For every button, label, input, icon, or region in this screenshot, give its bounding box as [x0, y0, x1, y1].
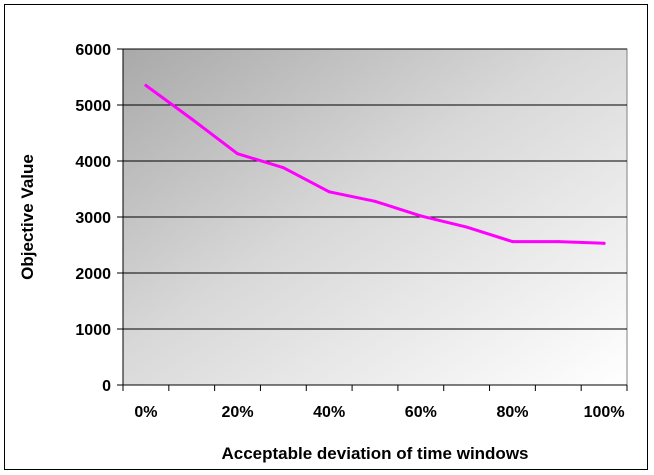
- chart-frame: 0 1000 2000 3000 4000 5000 6000 0% 20% 40% 60% 80%…: [4, 4, 648, 470]
- y-tick-label: 2000: [75, 266, 111, 283]
- data-point: [556, 240, 560, 244]
- line-chart: 0 1000 2000 3000 4000 5000 6000 0% 20% 40% 60% 80%…: [18, 42, 628, 463]
- data-point: [419, 214, 423, 218]
- x-tick-label: 80%: [496, 404, 528, 421]
- y-axis-title: Objective Value: [18, 154, 37, 280]
- data-point: [327, 190, 331, 194]
- x-tick-label: 0%: [134, 404, 157, 421]
- data-point: [510, 240, 514, 244]
- y-tick-label: 5000: [75, 98, 111, 115]
- x-axis: 0% 20% 40% 60% 80% 100%: [122, 384, 628, 421]
- data-point: [281, 166, 285, 170]
- y-axis: 0 1000 2000 3000 4000 5000 6000: [75, 42, 124, 395]
- y-tick-label: 4000: [75, 154, 111, 171]
- data-point: [144, 83, 148, 87]
- data-point: [236, 152, 240, 156]
- x-tick-label: 20%: [222, 404, 254, 421]
- data-point: [602, 241, 606, 245]
- y-tick-label: 0: [102, 378, 111, 395]
- x-tick-label: 100%: [584, 404, 625, 421]
- y-tick-label: 3000: [75, 210, 111, 227]
- y-tick-label: 6000: [75, 42, 111, 59]
- x-axis-title: Acceptable deviation of time windows: [222, 444, 529, 463]
- data-point: [373, 199, 377, 203]
- data-point: [190, 117, 194, 121]
- y-tick-label: 1000: [75, 322, 111, 339]
- series-layer: [144, 83, 606, 245]
- grid-lines: [123, 48, 627, 330]
- data-point: [465, 225, 469, 229]
- x-tick-label: 40%: [313, 404, 345, 421]
- x-tick-label: 60%: [405, 404, 437, 421]
